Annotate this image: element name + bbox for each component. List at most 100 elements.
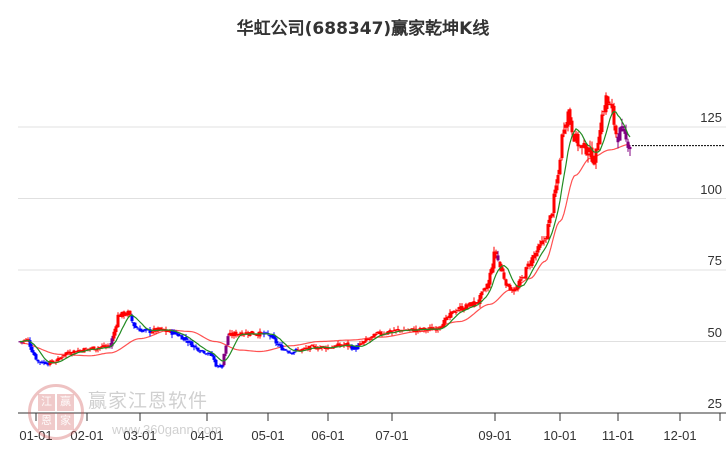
candle: [548, 215, 552, 227]
x-tick-label: 10-01: [543, 428, 577, 443]
chart-title: 华虹公司(688347)赢家乾坤K线: [236, 19, 490, 39]
candle: [232, 331, 236, 339]
candle: [140, 328, 144, 333]
long-ma-path: [19, 143, 631, 357]
candle: [510, 287, 514, 294]
candle: [76, 347, 80, 353]
candle: [448, 309, 452, 321]
candle: [202, 350, 206, 355]
candle: [500, 263, 504, 272]
candle: [40, 360, 44, 364]
candle: [124, 312, 128, 317]
y-tick-label: 125: [700, 110, 722, 125]
candle: [28, 337, 32, 350]
candle: [284, 348, 288, 351]
candle: [122, 310, 126, 319]
candle: [270, 334, 274, 339]
x-tick-label: 06-01: [311, 428, 345, 443]
x-tick-label: 09-01: [478, 428, 512, 443]
candle: [558, 157, 562, 176]
candle: [268, 334, 272, 340]
candle: [454, 308, 458, 315]
candle: [504, 278, 508, 288]
candle: [280, 341, 284, 351]
candle: [220, 364, 224, 369]
candle: [458, 303, 462, 314]
candle: [484, 283, 488, 293]
candle: [128, 310, 132, 316]
candle: [440, 323, 444, 328]
candle: [518, 276, 522, 289]
short-ma-path: [20, 110, 631, 364]
candle: [368, 337, 372, 343]
y-tick-label: 50: [707, 324, 722, 340]
candle: [566, 109, 570, 132]
candle: [198, 349, 202, 354]
candle: [62, 355, 66, 358]
x-tick-label: 07-01: [375, 428, 409, 443]
candle: [218, 363, 222, 368]
candle: [34, 352, 38, 361]
candle: [278, 342, 282, 348]
candle: [58, 356, 62, 361]
candle: [36, 359, 40, 364]
candle: [616, 133, 620, 149]
y-tick-label: 75: [707, 253, 722, 268]
candle: [536, 243, 540, 257]
candle: [66, 349, 70, 354]
candle: [276, 341, 280, 347]
candle: [156, 326, 160, 333]
x-tick-label: 11-01: [601, 428, 635, 443]
candle: [104, 343, 108, 350]
candle: [578, 144, 582, 149]
candle: [196, 347, 200, 352]
candle: [526, 261, 530, 270]
candle: [234, 329, 238, 338]
candle: [446, 315, 450, 321]
candle: [230, 330, 234, 339]
candle: [370, 336, 374, 341]
candle: [598, 122, 602, 145]
candle: [532, 251, 536, 264]
candle: [150, 330, 154, 334]
candle: [556, 169, 560, 191]
candle: [450, 311, 454, 318]
candle: [324, 345, 328, 352]
candle: [378, 329, 382, 336]
candle: [576, 131, 580, 152]
candle: [192, 344, 196, 351]
candle: [374, 332, 378, 336]
candle: [522, 276, 526, 279]
candle: [114, 324, 118, 336]
candle: [592, 155, 596, 166]
candle: [486, 279, 490, 292]
candle: [626, 138, 630, 152]
candle: [570, 117, 574, 136]
candle: [342, 341, 346, 348]
candle: [428, 324, 432, 332]
candle: [546, 219, 550, 240]
candle: [564, 121, 568, 135]
candle: [164, 326, 168, 336]
candle: [190, 339, 194, 348]
candle: [572, 133, 576, 142]
candle: [494, 249, 498, 259]
candle: [480, 291, 484, 299]
x-tick-label: 03-01: [123, 428, 157, 443]
candle: [552, 189, 556, 218]
candle: [224, 345, 228, 357]
candle: [236, 333, 240, 337]
candle: [212, 354, 216, 363]
candle: [460, 303, 464, 312]
candle: [360, 340, 364, 345]
y-tick-label: 100: [700, 181, 722, 197]
candle: [142, 329, 146, 333]
candle: [574, 130, 578, 144]
candle: [316, 345, 320, 352]
candle: [188, 339, 192, 346]
candle: [580, 144, 584, 155]
candle: [602, 105, 606, 116]
candle: [102, 342, 106, 349]
candle: [456, 307, 460, 312]
